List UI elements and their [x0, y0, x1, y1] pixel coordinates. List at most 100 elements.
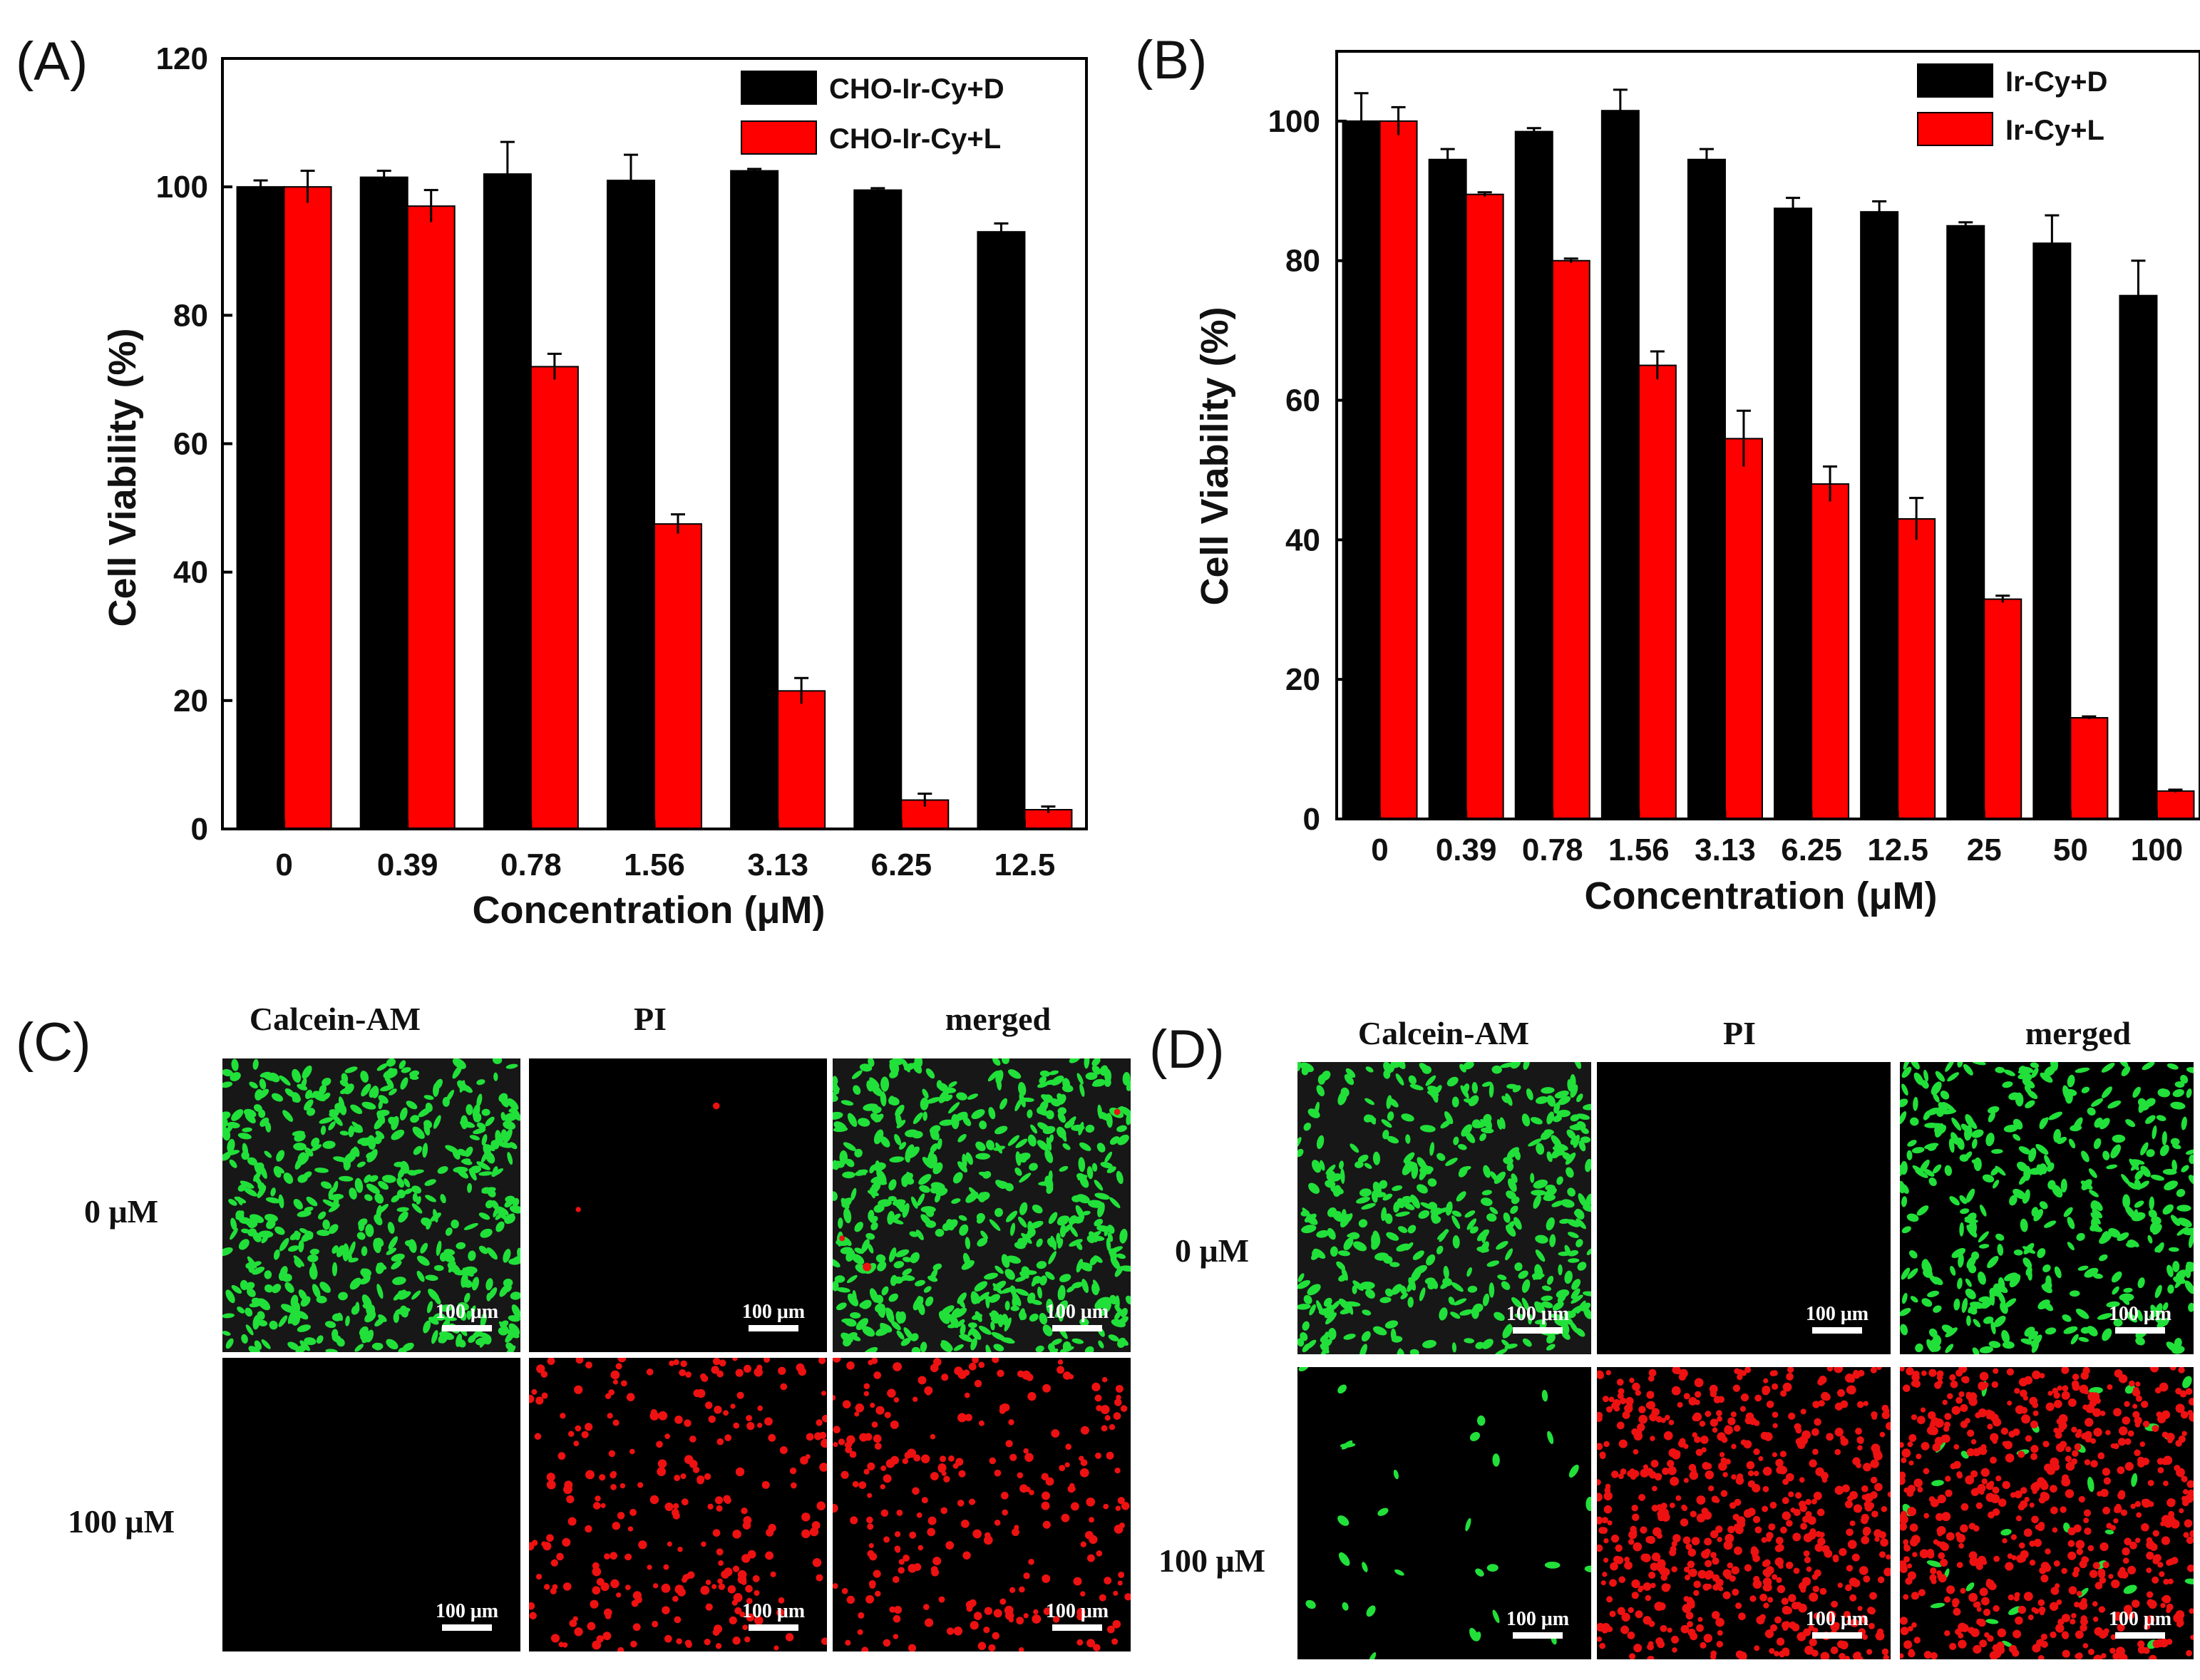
live-cell	[325, 1349, 338, 1352]
dead-cell	[1760, 1431, 1769, 1440]
dead-cell	[992, 1632, 999, 1640]
live-cell	[222, 1247, 233, 1257]
dead-cell	[1776, 1577, 1782, 1583]
dead-cell	[2067, 1540, 2075, 1547]
live-cell	[1446, 1076, 1459, 1087]
scale-bar-label: 100 μm	[2109, 1608, 2171, 1630]
dead-cell	[1637, 1423, 1645, 1432]
live-cell	[1338, 1160, 1344, 1170]
dead-cell	[1955, 1396, 1963, 1404]
live-cell	[1928, 1177, 1937, 1187]
live-cell	[1906, 1150, 1913, 1160]
dead-cell	[1956, 1562, 1963, 1568]
dead-cell	[615, 1363, 622, 1370]
y-tick-label: 0	[1303, 802, 1320, 837]
live-cell	[1062, 1143, 1071, 1150]
dead-cell	[1936, 1540, 1942, 1547]
dead-cell	[1000, 1491, 1009, 1500]
live-cell	[1098, 1111, 1111, 1121]
dead-cell	[854, 1411, 860, 1417]
dead-cell	[2033, 1608, 2040, 1614]
live-cell	[1297, 1062, 1301, 1071]
live-cell	[889, 1070, 898, 1078]
live-cell	[483, 1143, 491, 1157]
dead-cell	[1710, 1418, 1718, 1427]
legend-swatch	[741, 120, 817, 155]
live-cell	[1126, 1110, 1131, 1125]
dead-cell	[2103, 1477, 2112, 1485]
live-cell	[1558, 1264, 1563, 1276]
live-cell	[1510, 1062, 1521, 1069]
live-cell	[1104, 1068, 1111, 1083]
y-tick-label: 100	[156, 170, 208, 205]
dead-cell	[649, 1495, 659, 1505]
dead-cell	[1834, 1485, 1844, 1495]
live-cell	[322, 1078, 331, 1086]
live-cell	[1410, 1194, 1421, 1209]
live-cell	[1382, 1193, 1393, 1201]
live-cell	[2147, 1235, 2153, 1244]
dead-cell	[863, 1391, 869, 1396]
live-cell	[423, 1123, 431, 1136]
live-cell	[1057, 1216, 1069, 1226]
live-cell	[1927, 1290, 1940, 1298]
dead-cell	[2146, 1567, 2152, 1573]
live-cell	[1451, 1215, 1461, 1230]
dead-cell	[1750, 1547, 1759, 1556]
live-cell	[234, 1196, 247, 1204]
dead-cell	[1762, 1388, 1769, 1396]
dead-cell	[2119, 1567, 2126, 1574]
live-cell	[1014, 1276, 1027, 1282]
dead-cell	[968, 1362, 977, 1371]
live-cell	[2170, 1215, 2181, 1227]
dead-cell	[1786, 1373, 1794, 1381]
dead-cell	[1762, 1584, 1770, 1592]
live-cell	[1422, 1167, 1432, 1175]
live-cell	[376, 1063, 388, 1071]
dead-cell	[1727, 1525, 1735, 1534]
dead-cell	[736, 1391, 744, 1399]
live-cell	[294, 1157, 304, 1170]
live-cell	[1381, 1119, 1392, 1128]
dead-cell	[894, 1531, 901, 1537]
dead-cell	[2097, 1452, 2105, 1460]
live-cell	[989, 1294, 1000, 1303]
live-cell	[1412, 1250, 1424, 1260]
dead-cell	[1649, 1413, 1657, 1422]
dead-cell	[997, 1369, 1004, 1377]
live-cell	[391, 1195, 400, 1202]
live-cell	[948, 1102, 960, 1114]
live-cell	[1337, 1384, 1347, 1394]
dead-cell	[1966, 1448, 1975, 1457]
dead-cell	[1900, 1627, 1909, 1636]
live-cell	[231, 1058, 239, 1071]
dead-cell	[1826, 1610, 1836, 1620]
dead-cell	[1929, 1426, 1938, 1436]
x-tick-label: 3.13	[1695, 833, 1756, 867]
live-cell	[451, 1220, 459, 1229]
live-cell	[318, 1211, 327, 1220]
live-cell	[1985, 1133, 1995, 1147]
dead-cell	[2025, 1435, 2032, 1442]
live-cell	[439, 1252, 448, 1262]
live-cell	[1340, 1214, 1351, 1228]
dead-cell	[604, 1553, 610, 1560]
live-cell	[279, 1237, 289, 1252]
live-cell	[1567, 1079, 1573, 1092]
dead-cell	[1005, 1440, 1013, 1448]
dead-cell	[610, 1579, 620, 1589]
live-cell	[445, 1227, 453, 1236]
live-cell	[297, 1083, 308, 1091]
live-cell	[498, 1141, 513, 1148]
dead-cell	[2089, 1570, 2098, 1578]
dead-cell	[2092, 1617, 2099, 1622]
live-cell	[1585, 1496, 1591, 1511]
dead-cell	[1722, 1591, 1731, 1599]
live-cell	[1993, 1180, 2000, 1189]
dead-cell	[674, 1416, 683, 1424]
live-cell	[322, 1140, 336, 1149]
live-cell	[989, 1312, 1000, 1324]
live-cell	[1384, 1288, 1394, 1297]
dead-cell	[674, 1474, 681, 1481]
dead-cell	[963, 1369, 970, 1376]
